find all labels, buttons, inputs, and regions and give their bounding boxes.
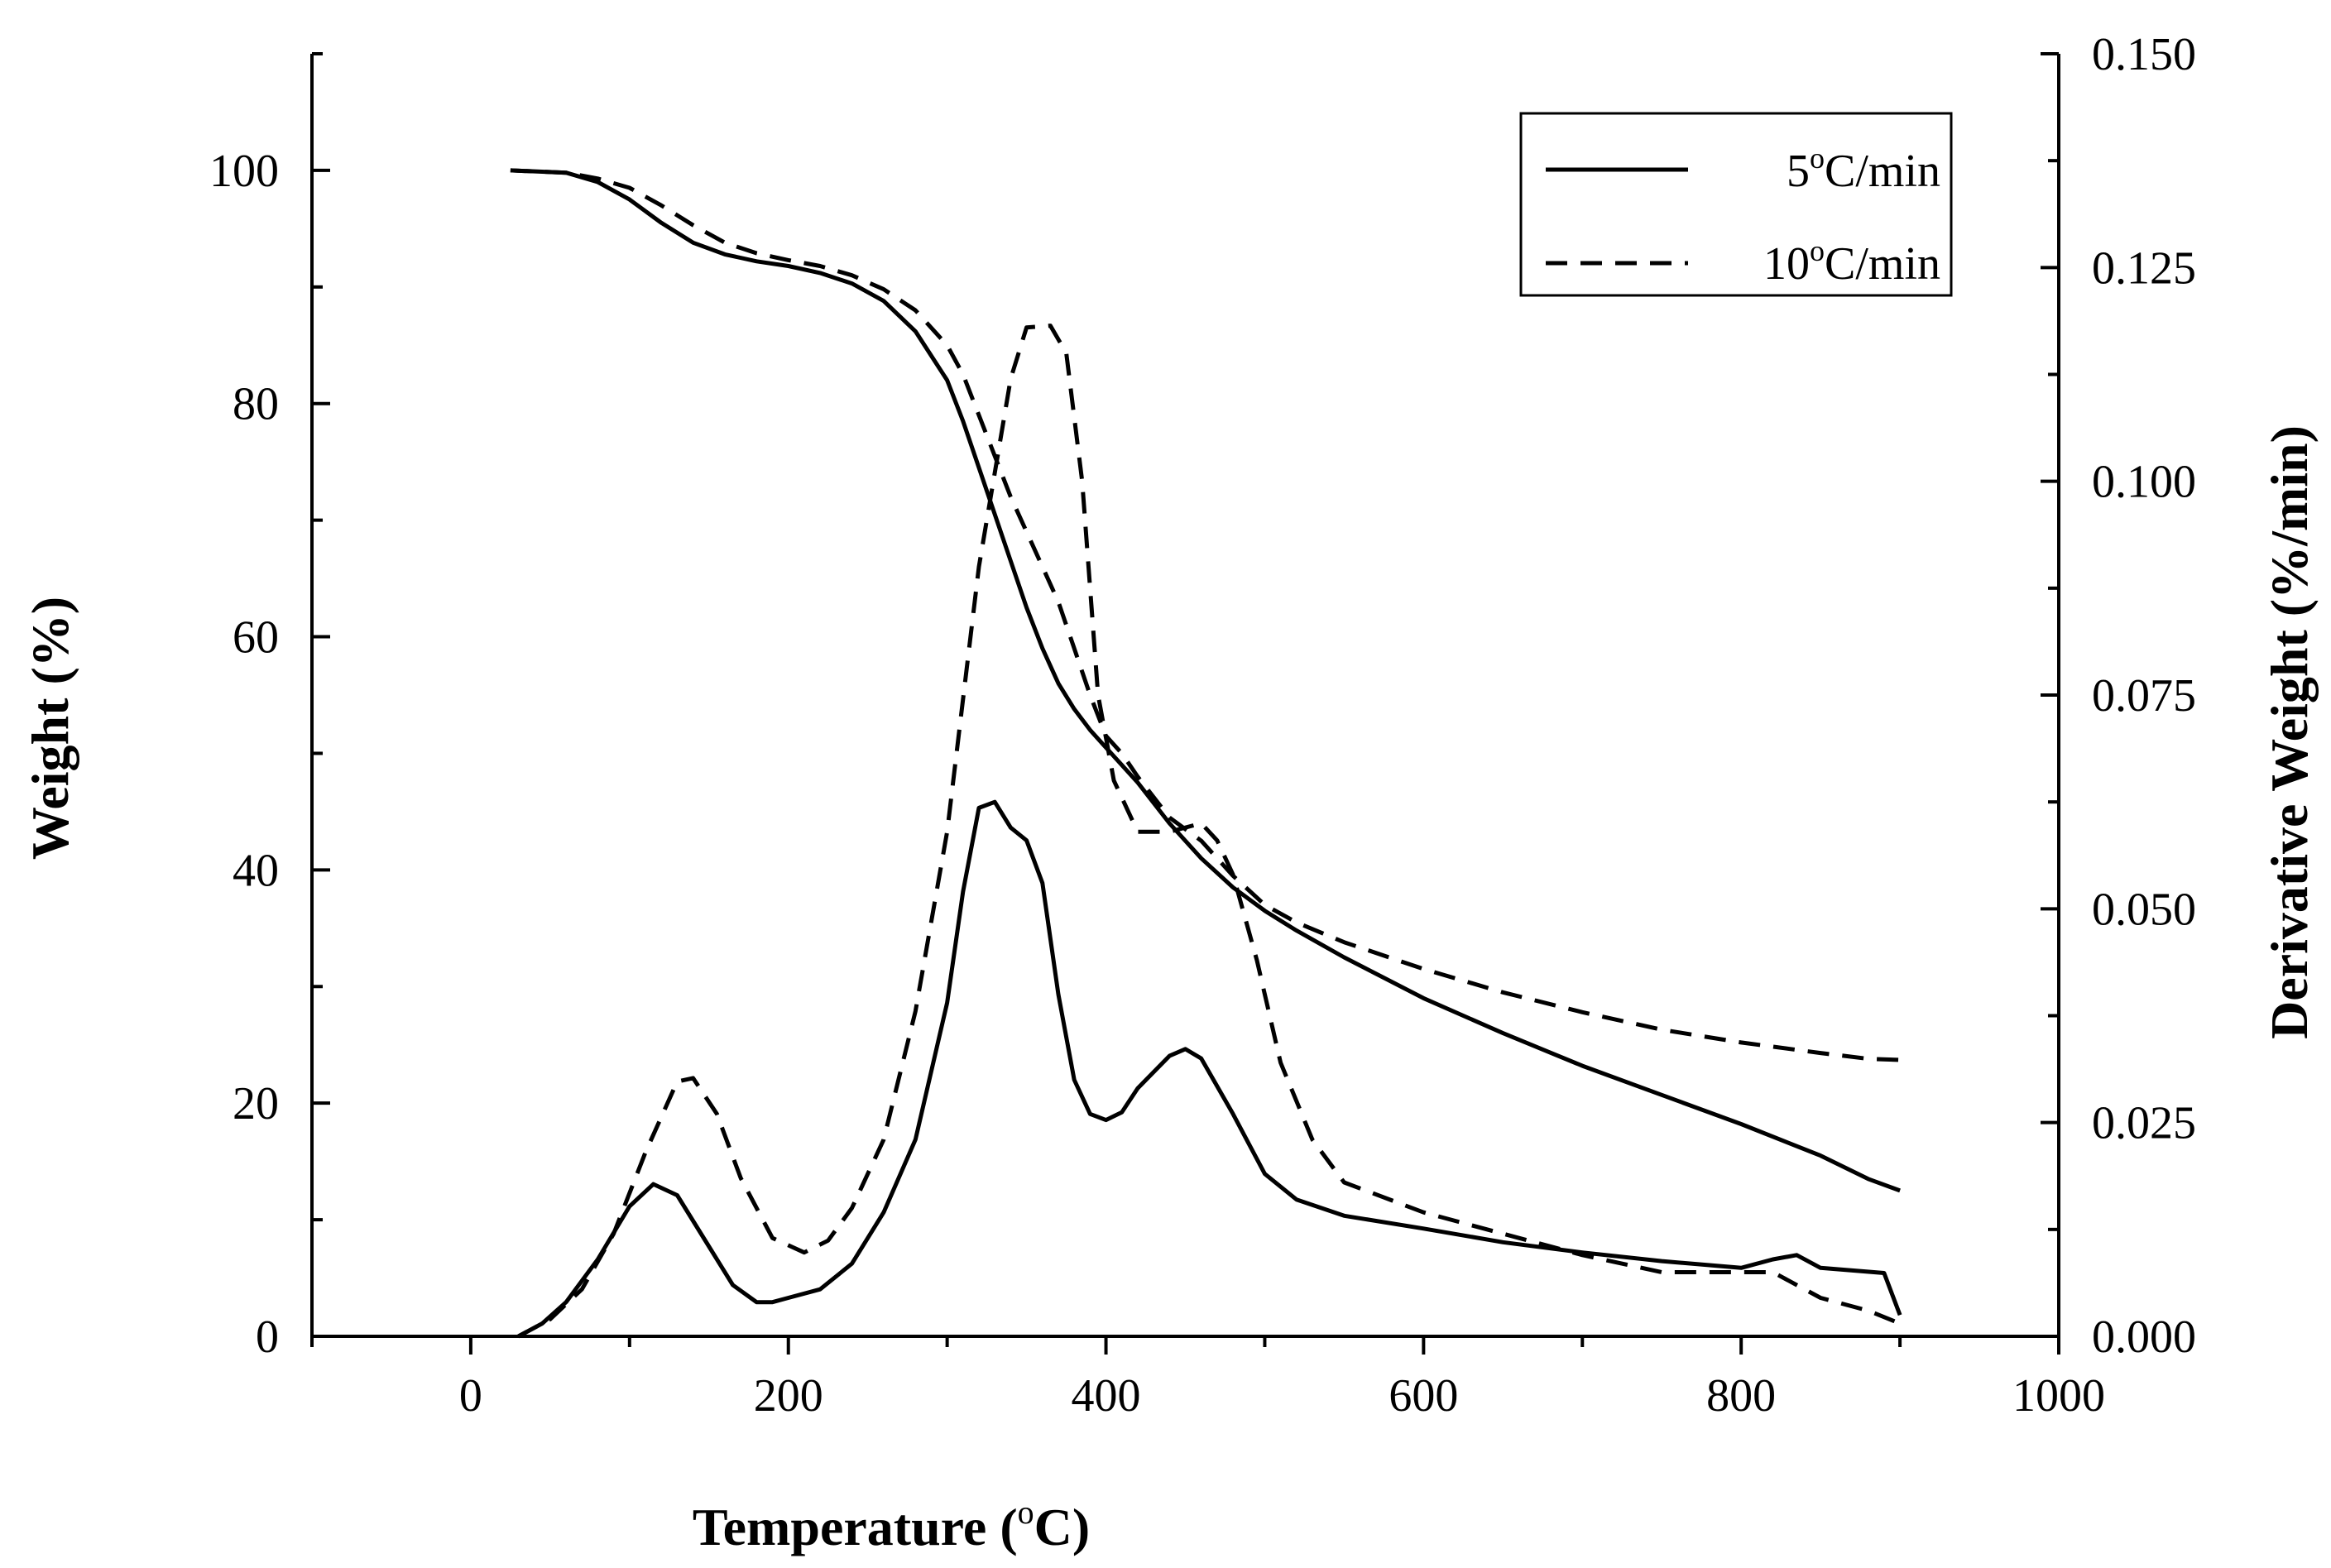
y-left-tick-label: 60 bbox=[233, 612, 279, 664]
y-left-tick-label: 40 bbox=[233, 845, 279, 896]
legend-10-rest: C/min bbox=[1825, 238, 1940, 290]
legend-5-num: 5 bbox=[1787, 146, 1810, 197]
y-right-tick-label: 0.150 bbox=[2092, 29, 2196, 80]
y-right-tick-label: 0.000 bbox=[2092, 1311, 2196, 1363]
tick-labels: 0 200 400 600 800 1000 0 20 40 60 80 100 0.000 0.025 0… bbox=[209, 29, 2196, 1422]
x-tick-label: 800 bbox=[1706, 1370, 1776, 1422]
legend-5-rest: C/min bbox=[1825, 146, 1940, 197]
x-tick-label: 0 bbox=[459, 1370, 482, 1422]
x-tick-label: 1000 bbox=[2012, 1370, 2105, 1422]
series-line-0 bbox=[510, 168, 1901, 1193]
y-right-tick-label: 0.025 bbox=[2092, 1098, 2196, 1149]
y-right-tick-label: 0.100 bbox=[2092, 457, 2196, 508]
y-left-tick-label: 80 bbox=[233, 379, 279, 430]
x-tick-label: 600 bbox=[1389, 1370, 1458, 1422]
y-left-tick-label: 100 bbox=[209, 146, 279, 197]
axis-ticks bbox=[310, 52, 2060, 1355]
x-axis-title-post: C) bbox=[1034, 1498, 1091, 1556]
series-line-3 bbox=[517, 324, 1902, 1339]
legend: 5oC/min 10oC/min bbox=[1519, 112, 1953, 297]
y-right-tick-label: 0.075 bbox=[2092, 670, 2196, 722]
legend-10-sup: o bbox=[1810, 234, 1825, 267]
y-right-tick-label: 0.125 bbox=[2092, 242, 2196, 294]
x-tick-label: 200 bbox=[754, 1370, 823, 1422]
y-left-tick-label: 20 bbox=[233, 1078, 279, 1129]
y-axis-right-title: Derivative Weight (%/min) bbox=[2260, 425, 2319, 1039]
x-axis-title-pre: Temperature ( bbox=[693, 1498, 1018, 1556]
x-tick-label: 400 bbox=[1072, 1370, 1141, 1422]
y-axis-left-title: Weight (%) bbox=[21, 597, 79, 860]
y-left-tick-label: 0 bbox=[256, 1311, 279, 1363]
legend-box bbox=[1519, 112, 1953, 297]
legend-label-5: 5oC/min bbox=[1787, 141, 1940, 197]
y-right-tick-label: 0.050 bbox=[2092, 884, 2196, 935]
series-line-2 bbox=[517, 799, 1902, 1339]
legend-label-10: 10oC/min bbox=[1763, 234, 1940, 290]
legend-10-num: 10 bbox=[1763, 238, 1810, 290]
series-layer bbox=[510, 168, 1902, 1339]
series-line-1 bbox=[510, 168, 1901, 1062]
x-axis-title-sup: o bbox=[1018, 1494, 1034, 1531]
x-axis-title: Temperature (oC) bbox=[693, 1494, 1090, 1556]
legend-5-sup: o bbox=[1810, 141, 1825, 175]
